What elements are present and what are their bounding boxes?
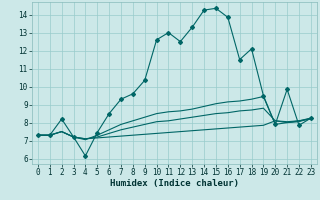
X-axis label: Humidex (Indice chaleur): Humidex (Indice chaleur) <box>110 179 239 188</box>
